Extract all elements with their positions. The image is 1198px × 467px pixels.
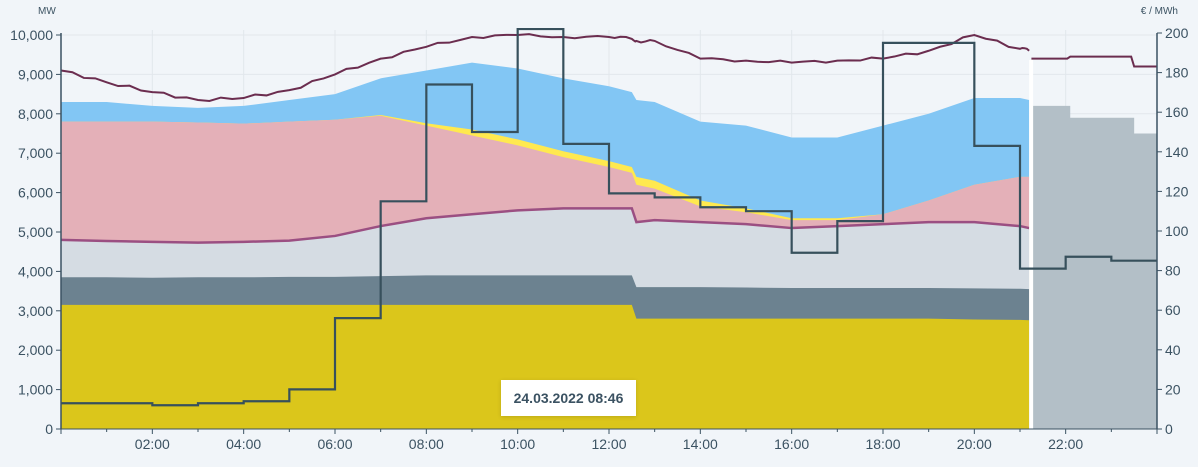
left-tick-label: 8,000 (18, 106, 53, 122)
x-tick-label: 12:00 (591, 436, 626, 452)
left-tick-label: 3,000 (18, 303, 53, 319)
right-axis-unit: € / MWh (1141, 6, 1178, 17)
left-tick-label: 2,000 (18, 342, 53, 358)
x-tick-label: 02:00 (135, 436, 170, 452)
right-tick-label: 200 (1165, 25, 1189, 41)
left-tick-label: 10,000 (10, 27, 53, 43)
right-tick-label: 80 (1165, 263, 1181, 279)
area-layer-0 (61, 304, 1030, 429)
residual-load-line (60, 207, 1030, 244)
left-tick-label: 5,000 (18, 224, 53, 240)
right-tick-label: 100 (1165, 223, 1189, 239)
left-tick-label: 1,000 (18, 382, 53, 398)
right-tick-label: 0 (1165, 421, 1173, 437)
x-tick-label: 08:00 (409, 436, 444, 452)
lines (60, 27, 1157, 429)
x-tick-label: 18:00 (865, 436, 900, 452)
axes: 0 1,000 2,000 3,000 4,000 5,000 6,000 7,000 8,00… (10, 25, 1188, 452)
right-tick-label: 20 (1165, 381, 1181, 397)
tooltip: 24.03.2022 08:46 (501, 380, 636, 416)
right-tick-label: 60 (1165, 302, 1181, 318)
x-tick-label: 06:00 (317, 436, 352, 452)
left-tick-label: 4,000 (18, 263, 53, 279)
x-tick-label: 22:00 (1048, 436, 1083, 452)
right-tick-label: 140 (1165, 144, 1189, 160)
right-tick-label: 120 (1165, 183, 1189, 199)
left-tick-label: 0 (45, 421, 53, 437)
x-tick-label: 20:00 (957, 436, 992, 452)
stacked-areas (61, 62, 1157, 430)
x-tick-label: 10:00 (500, 436, 535, 452)
left-axis-unit: MW (38, 6, 56, 17)
right-tick-label: 40 (1165, 342, 1181, 358)
forecast-area (1031, 105, 1157, 430)
right-tick-label: 180 (1165, 65, 1189, 81)
left-tick-label: 7,000 (18, 145, 53, 161)
right-tick-label: 160 (1165, 104, 1189, 120)
x-tick-label: 14:00 (683, 436, 718, 452)
x-tick-label: 16:00 (774, 436, 809, 452)
left-tick-label: 6,000 (18, 185, 53, 201)
left-tick-label: 9,000 (18, 66, 53, 82)
x-tick-label: 04:00 (226, 436, 261, 452)
price-line (61, 27, 1157, 407)
forecast-load-line (1031, 55, 1157, 68)
